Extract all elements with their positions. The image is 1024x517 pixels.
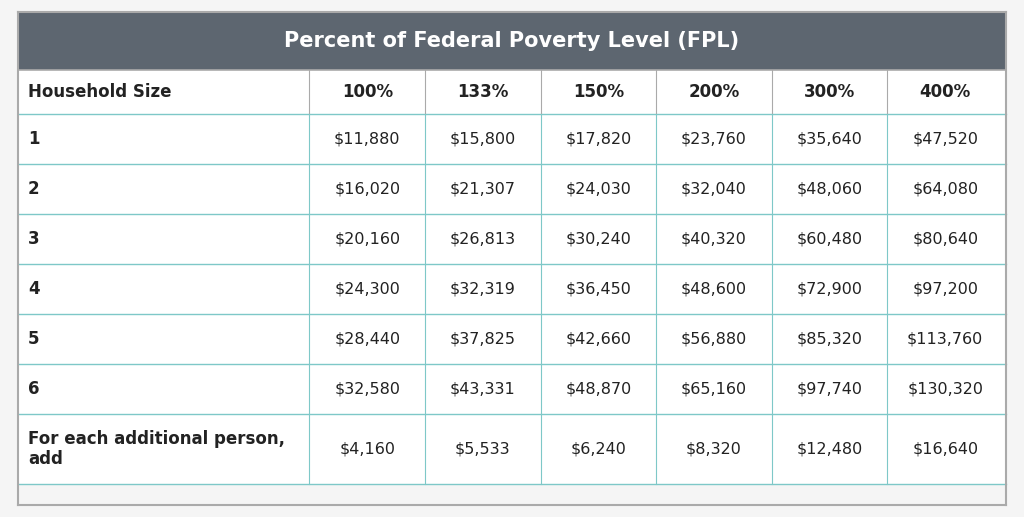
Text: 1: 1 (28, 130, 40, 148)
Text: $6,240: $6,240 (570, 442, 627, 457)
Text: $65,160: $65,160 (681, 382, 748, 397)
Text: $26,813: $26,813 (450, 232, 516, 247)
Bar (18, 214, 1006, 264)
Text: $113,760: $113,760 (907, 331, 983, 346)
Text: $15,800: $15,800 (450, 131, 516, 146)
Bar (18, 264, 1006, 314)
Text: 2: 2 (28, 180, 40, 198)
Text: $36,450: $36,450 (565, 281, 632, 297)
Text: 150%: 150% (572, 83, 624, 101)
Bar (18, 164, 1006, 214)
Text: $35,640: $35,640 (797, 131, 862, 146)
Bar (18, 414, 1006, 484)
Text: $28,440: $28,440 (334, 331, 400, 346)
Bar (18, 70, 1006, 114)
Text: $16,640: $16,640 (912, 442, 978, 457)
Text: For each additional person,
add: For each additional person, add (28, 430, 285, 468)
Text: $20,160: $20,160 (334, 232, 400, 247)
Text: $48,600: $48,600 (681, 281, 748, 297)
Text: $30,240: $30,240 (565, 232, 632, 247)
Text: $4,160: $4,160 (339, 442, 395, 457)
Text: 5: 5 (28, 330, 40, 348)
Text: $23,760: $23,760 (681, 131, 746, 146)
Text: $11,880: $11,880 (334, 131, 400, 146)
Text: 300%: 300% (804, 83, 855, 101)
Text: 6: 6 (28, 380, 40, 398)
Bar (18, 314, 1006, 364)
Text: 100%: 100% (342, 83, 393, 101)
Text: $97,740: $97,740 (797, 382, 862, 397)
Text: $60,480: $60,480 (797, 232, 862, 247)
Text: 4: 4 (28, 280, 40, 298)
Text: Percent of Federal Poverty Level (FPL): Percent of Federal Poverty Level (FPL) (285, 31, 739, 51)
Text: $72,900: $72,900 (797, 281, 862, 297)
Text: $48,060: $48,060 (797, 181, 862, 196)
Text: $24,030: $24,030 (565, 181, 632, 196)
Text: $40,320: $40,320 (681, 232, 746, 247)
Text: $5,533: $5,533 (455, 442, 511, 457)
Text: $32,580: $32,580 (334, 382, 400, 397)
Text: $47,520: $47,520 (912, 131, 978, 146)
Text: 200%: 200% (688, 83, 739, 101)
Text: $32,040: $32,040 (681, 181, 746, 196)
Text: $85,320: $85,320 (797, 331, 862, 346)
Text: $130,320: $130,320 (907, 382, 983, 397)
Text: $64,080: $64,080 (912, 181, 978, 196)
Text: $37,825: $37,825 (450, 331, 516, 346)
Bar (18, 12, 1006, 70)
Text: $80,640: $80,640 (912, 232, 978, 247)
Text: $17,820: $17,820 (565, 131, 632, 146)
Text: $21,307: $21,307 (450, 181, 516, 196)
Text: $24,300: $24,300 (334, 281, 400, 297)
Text: 133%: 133% (457, 83, 509, 101)
Text: Household Size: Household Size (28, 83, 171, 101)
Text: $42,660: $42,660 (565, 331, 632, 346)
Bar (18, 364, 1006, 414)
Text: 400%: 400% (920, 83, 971, 101)
Text: $8,320: $8,320 (686, 442, 742, 457)
Text: $32,319: $32,319 (450, 281, 516, 297)
Bar (18, 114, 1006, 164)
Text: $48,870: $48,870 (565, 382, 632, 397)
Text: $16,020: $16,020 (334, 181, 400, 196)
Text: 3: 3 (28, 230, 40, 248)
Text: $43,331: $43,331 (450, 382, 516, 397)
Text: $97,200: $97,200 (912, 281, 978, 297)
Text: $12,480: $12,480 (797, 442, 863, 457)
Text: $56,880: $56,880 (681, 331, 748, 346)
